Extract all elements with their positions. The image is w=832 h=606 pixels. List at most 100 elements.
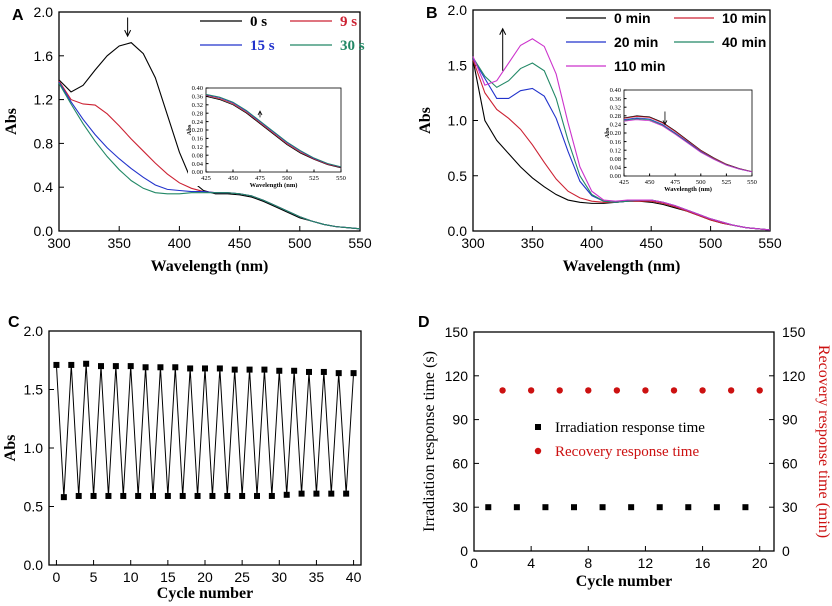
recovery-point-marker	[670, 387, 678, 394]
inset-series-line	[205, 93, 342, 168]
cycle-point-marker	[343, 490, 350, 497]
legend: 0 min 10 min 20 min 40 min 110 min	[566, 10, 766, 74]
cycle-point-marker	[276, 367, 283, 374]
recovery-point-marker	[727, 387, 735, 394]
inset-y-tick-label: 0.08	[192, 152, 203, 159]
cycle-point-marker	[127, 363, 134, 370]
cycle-point-marker	[350, 370, 357, 377]
inset-x-tick-label: 425	[201, 175, 211, 182]
x-tick-label: 450	[228, 235, 252, 251]
inset-y-tick-label: 0.24	[610, 122, 622, 129]
cycle-point-marker	[164, 492, 171, 499]
x-axis-label: Wavelength (nm)	[151, 258, 269, 275]
irradiation-point-marker	[542, 504, 549, 511]
inset-x-tick-label: 500	[696, 179, 706, 186]
y-tick-label: 0.8	[34, 135, 54, 151]
inset-x-tick-label: 500	[282, 175, 292, 182]
cycle-point-marker	[135, 492, 142, 499]
panel-label: C	[8, 314, 20, 331]
y-tick-label: 2.0	[24, 323, 44, 339]
legend: 0 s 9 s 15 s 30 s	[200, 14, 365, 54]
right-y-tick-label: 30	[782, 499, 798, 515]
cycle-point-marker	[254, 492, 260, 499]
legend-label: 0 min	[614, 10, 651, 26]
y-tick-label: 1.5	[448, 57, 468, 73]
inset-y-tick-label: 0.20	[610, 130, 621, 137]
right-y-axis-label: Recovery response time (min)	[815, 345, 832, 538]
inset-y-tick-label: 0.24	[192, 119, 204, 126]
x-tick-label: 25	[234, 569, 250, 585]
x-tick-label: 550	[348, 235, 372, 251]
inset-x-axis-label: Wavelength (nm)	[664, 186, 712, 193]
irradiation-point-marker	[628, 504, 635, 511]
inset-x-tick-label: 550	[336, 175, 346, 182]
legend-label: 9 s	[340, 14, 357, 30]
inset-y-tick-label: 0.16	[610, 139, 622, 146]
cycle-point-marker	[216, 365, 223, 372]
inset-x-tick-label: 525	[722, 179, 732, 186]
inset-series-line	[623, 119, 753, 173]
inset-y-tick-label: 0.40	[610, 87, 621, 94]
y-axis-label: Abs	[2, 435, 19, 462]
legend-label: 110 min	[614, 58, 665, 74]
cycle-point-marker	[268, 492, 275, 499]
x-tick-label: 400	[580, 235, 604, 251]
inset-y-tick-label: 0.08	[610, 156, 621, 163]
panel-B: 300 350 400 450 500 550 0.0 0.5 1.0 1.5 2.0 B Wavele…	[417, 2, 782, 275]
y-axis-label: Abs	[417, 107, 434, 134]
x-tick-label: 15	[160, 569, 176, 585]
cycle-point-marker	[68, 361, 75, 368]
inset-y-tick-label: 0.36	[192, 94, 204, 101]
cycle-point-marker	[328, 490, 335, 497]
y-tick-label: 0.0	[34, 223, 54, 239]
irradiation-point-marker	[742, 504, 749, 511]
inset-x-tick-label: 450	[228, 175, 238, 182]
recovery-point-marker	[613, 387, 621, 394]
inset-x-axis-label: Wavelength (nm)	[250, 182, 298, 189]
x-tick-label: 0	[470, 555, 478, 571]
cycle-line	[55, 363, 355, 498]
panel-label: D	[418, 314, 430, 331]
y-tick-label: 1.6	[34, 48, 54, 64]
cycle-point-marker	[313, 490, 320, 497]
cycle-point-marker	[83, 360, 90, 367]
cycle-point-marker	[320, 368, 327, 375]
y-tick-label: 120	[445, 368, 469, 384]
irradiation-point-marker	[599, 504, 606, 511]
inset-x-tick-label: 425	[619, 179, 629, 186]
cycle-point-marker	[224, 492, 231, 499]
y-axis-label: Irradiation response time (s)	[421, 351, 438, 532]
cycle-point-marker	[298, 490, 305, 497]
right-y-tick-label: 90	[782, 412, 798, 428]
legend-label: 30 s	[340, 38, 365, 54]
irradiation-point-marker	[485, 504, 492, 511]
cycle-point-marker	[194, 492, 201, 499]
arrow-head	[124, 29, 132, 38]
legend-label: 10 min	[722, 10, 766, 26]
legend-label: Recovery response time	[555, 444, 699, 460]
inset-series-line	[205, 94, 342, 168]
x-tick-label: 16	[695, 555, 711, 571]
panel-label: B	[426, 5, 438, 22]
y-tick-label: 30	[452, 499, 468, 515]
recovery-point-marker	[556, 387, 563, 394]
inset-y-tick-label: 0.12	[610, 147, 621, 154]
x-tick-label: 350	[108, 235, 132, 251]
y-tick-label: 1.2	[34, 92, 54, 108]
x-axis-label: Cycle number	[157, 585, 253, 602]
x-tick-label: 20	[197, 569, 213, 585]
plot-frame	[58, 11, 361, 232]
inset-y-tick-label: 0.04	[192, 161, 204, 168]
cycle-point-marker	[98, 363, 104, 370]
cycle-point-marker	[105, 492, 112, 499]
cycle-point-marker	[60, 494, 67, 501]
cycle-point-marker	[246, 366, 253, 373]
x-tick-label: 40	[346, 569, 362, 585]
x-tick-label: 20	[752, 555, 768, 571]
irradiation-point-marker	[656, 504, 663, 511]
legend-marker	[534, 447, 542, 455]
inset-x-tick-label: 450	[645, 179, 655, 186]
inset-arrow-head	[257, 110, 263, 116]
panel-label: A	[12, 7, 24, 24]
inset-y-tick-label: 0.00	[192, 169, 203, 176]
